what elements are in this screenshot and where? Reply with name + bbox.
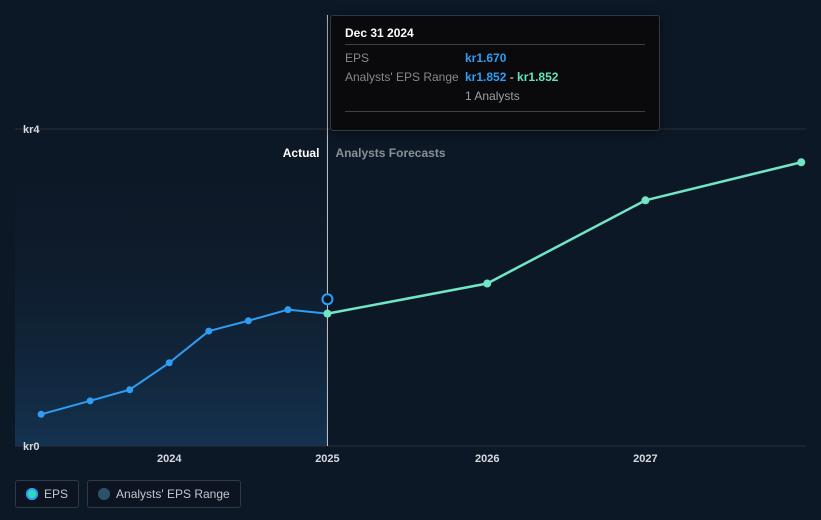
tooltip-divider [345, 44, 645, 45]
x-axis-tick-label: 2025 [315, 453, 339, 465]
chart-legend: EPS Analysts' EPS Range [15, 480, 241, 508]
eps-actual-marker [245, 317, 252, 324]
x-axis-tick-label: 2026 [475, 453, 499, 465]
tooltip-rows: EPSkr1.670Analysts' EPS Rangekr1.852 - k… [345, 49, 645, 107]
section-label-actual: Actual [283, 146, 320, 160]
y-axis-tick-label: kr4 [23, 124, 40, 136]
eps-forecast-marker [641, 196, 649, 204]
eps-actual-marker [87, 397, 94, 404]
section-label-forecast: Analysts Forecasts [335, 146, 445, 160]
legend-label: Analysts' EPS Range [116, 487, 230, 501]
eps-actual-marker [38, 411, 45, 418]
range-marker [322, 294, 332, 304]
tooltip-row-value: 1 Analysts [465, 87, 520, 106]
legend-item-range[interactable]: Analysts' EPS Range [87, 480, 241, 508]
tooltip-row: EPSkr1.670 [345, 49, 645, 68]
tooltip-row-label: EPS [345, 49, 465, 68]
tooltip-row-value: kr1.852 - kr1.852 [465, 68, 558, 87]
tooltip-row: Analysts' EPS Rangekr1.852 - kr1.852 [345, 68, 645, 87]
legend-item-eps[interactable]: EPS [15, 480, 79, 508]
legend-label: EPS [44, 487, 68, 501]
eps-actual-marker [126, 386, 133, 393]
eps-actual-marker [205, 328, 212, 335]
eps-actual-marker [284, 306, 291, 313]
chart-tooltip: Dec 31 2024 EPSkr1.670Analysts' EPS Rang… [330, 15, 660, 131]
legend-swatch-icon [98, 488, 110, 500]
chart-container: kr0 kr4 Actual Analysts Forecasts 2024 2025 20… [0, 0, 821, 520]
tooltip-row-label [345, 87, 465, 106]
tooltip-date: Dec 31 2024 [345, 26, 645, 40]
eps-forecast-marker [483, 280, 491, 288]
eps-forecast-marker [323, 310, 331, 318]
tooltip-row: 1 Analysts [345, 87, 645, 106]
x-axis-tick-label: 2027 [633, 453, 657, 465]
legend-swatch-icon [26, 488, 38, 500]
x-axis-tick-label: 2024 [157, 453, 182, 465]
eps-forecast-marker [797, 158, 805, 166]
eps-actual-marker [166, 359, 173, 366]
tooltip-row-label: Analysts' EPS Range [345, 68, 465, 87]
tooltip-row-value: kr1.670 [465, 49, 506, 68]
y-axis-tick-label: kr0 [23, 441, 40, 453]
tooltip-divider [345, 111, 645, 112]
